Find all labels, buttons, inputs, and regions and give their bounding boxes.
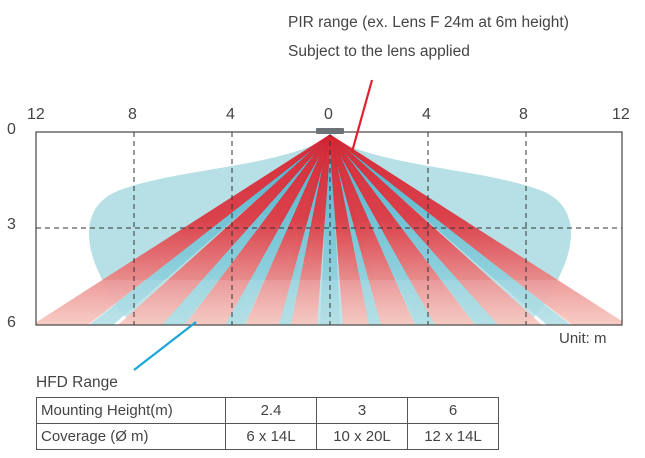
table-row: Mounting Height(m) 2.4 3 6 [36,397,499,424]
pir-beam [118,135,332,325]
hfd-beam [89,135,332,325]
pir-beam [328,135,622,325]
spec-table: Mounting Height(m) 2.4 3 6 Coverage (Ø m… [36,397,499,450]
pir-beam [185,135,332,325]
sensor-icon [316,128,344,134]
row-header-coverage: Coverage (Ø m) [36,423,226,450]
hfd-range-label: HFD Range [36,374,118,391]
pir-beam [328,135,415,325]
table-cell: 2.4 [225,397,317,424]
table-cell: 3 [316,397,408,424]
x-tick-right-8: 8 [519,106,528,123]
table-cell: 6 [407,397,499,424]
hfd-beam [328,135,571,325]
hfd-pointer-line [133,321,197,371]
x-tick-left-4: 4 [226,106,235,123]
x-tick-right-4: 4 [422,106,431,123]
pir-beam [328,135,369,325]
row-header-mounting-height: Mounting Height(m) [36,397,226,424]
pir-lens-note: Subject to the lens applied [288,43,470,60]
table-cell: 6 x 14L [225,423,317,450]
pir-beam [328,135,542,325]
pir-range-caption: PIR range (ex. Lens F 24m at 6m height) [288,14,569,31]
table-cell: 12 x 14L [407,423,499,450]
pir-beam [245,135,332,325]
pir-pointer-line [350,79,374,153]
pir-beam [291,135,332,325]
hfd-beam [320,135,340,325]
x-tick-left-12: 12 [27,106,45,123]
y-tick-6: 6 [7,314,16,331]
y-tick-3: 3 [7,216,16,233]
y-tick-0: 0 [7,121,16,138]
x-tick-left-8: 8 [128,106,137,123]
x-tick-center-0: 0 [324,106,333,123]
table-cell: 10 x 20L [316,423,408,450]
pir-beam [328,135,475,325]
unit-label: Unit: m [559,330,607,347]
table-row: Coverage (Ø m) 6 x 14L 10 x 20L 12 x 14L [36,423,499,450]
pir-beam [36,135,332,325]
x-tick-right-12: 12 [612,106,630,123]
